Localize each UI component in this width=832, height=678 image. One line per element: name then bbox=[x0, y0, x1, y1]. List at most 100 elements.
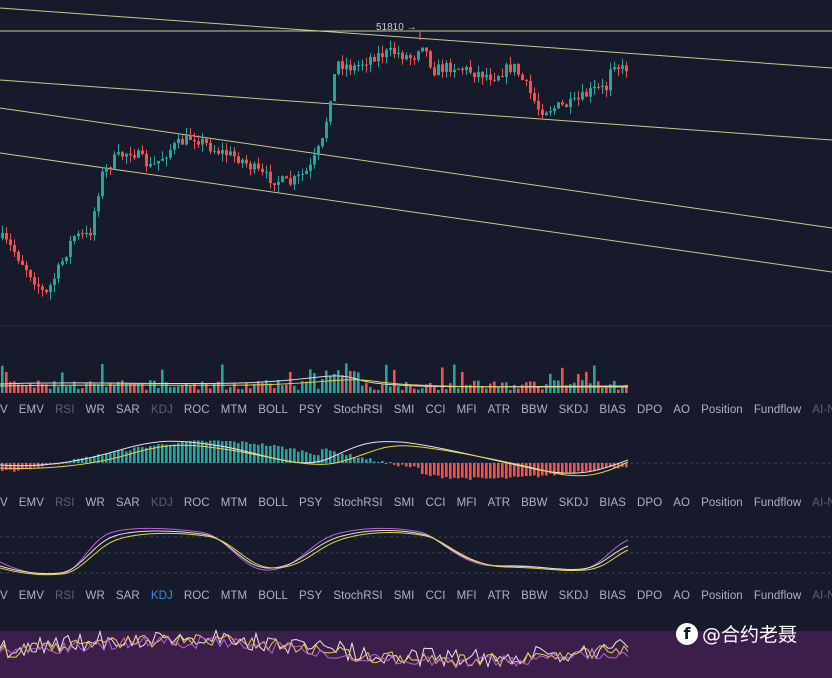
tab-atr[interactable]: ATR bbox=[487, 497, 511, 509]
candle-body bbox=[461, 68, 464, 71]
tab-atr[interactable]: ATR bbox=[487, 404, 511, 416]
tab-ai-netvol[interactable]: AI-NetVOL bbox=[812, 404, 832, 416]
tab-boll[interactable]: BOLL bbox=[258, 404, 288, 416]
candle-body bbox=[493, 79, 496, 81]
tab-sar[interactable]: SAR bbox=[115, 404, 140, 416]
candle-body bbox=[125, 153, 128, 157]
tab-bbw[interactable]: BBW bbox=[521, 497, 548, 509]
tab-rsi[interactable]: RSI bbox=[55, 404, 75, 416]
volume-bar bbox=[293, 385, 296, 393]
tab-dpo[interactable]: DPO bbox=[637, 590, 663, 602]
histogram-bar bbox=[297, 451, 300, 463]
tab-fundflow[interactable]: Fundflow bbox=[753, 590, 802, 602]
tab-atr[interactable]: ATR bbox=[487, 590, 511, 602]
tab-bbw[interactable]: BBW bbox=[521, 590, 548, 602]
candle-body bbox=[617, 67, 620, 69]
tab-smi[interactable]: SMI bbox=[393, 590, 415, 602]
histogram-bar bbox=[281, 446, 284, 463]
tab-psy[interactable]: PSY bbox=[299, 590, 323, 602]
tab-kdj[interactable]: KDJ bbox=[150, 404, 173, 416]
tab-smi[interactable]: SMI bbox=[393, 497, 415, 509]
tab-wr[interactable]: WR bbox=[85, 404, 105, 416]
tab-mfi[interactable]: MFI bbox=[456, 404, 477, 416]
tab-v[interactable]: V bbox=[0, 590, 8, 602]
tab-v[interactable]: V bbox=[0, 497, 8, 509]
tab-mtm[interactable]: MTM bbox=[220, 497, 248, 509]
tab-psy[interactable]: PSY bbox=[299, 497, 323, 509]
tab-rsi[interactable]: RSI bbox=[55, 497, 75, 509]
tab-boll[interactable]: BOLL bbox=[258, 497, 288, 509]
tab-fundflow[interactable]: Fundflow bbox=[753, 404, 802, 416]
tab-bias[interactable]: BIAS bbox=[599, 404, 627, 416]
tab-cci[interactable]: CCI bbox=[425, 590, 446, 602]
candle-body bbox=[25, 264, 28, 271]
tab-cci[interactable]: CCI bbox=[425, 497, 446, 509]
candle-body bbox=[141, 150, 144, 154]
tab-roc[interactable]: ROC bbox=[183, 404, 210, 416]
histogram-bar bbox=[517, 463, 520, 477]
volume-bar bbox=[153, 380, 156, 393]
histogram-bar bbox=[453, 463, 456, 478]
tab-kdj[interactable]: KDJ bbox=[150, 497, 173, 509]
tab-bias[interactable]: BIAS bbox=[599, 590, 627, 602]
volume-bar bbox=[245, 382, 248, 393]
tab-emv[interactable]: EMV bbox=[18, 590, 45, 602]
tab-smi[interactable]: SMI bbox=[393, 404, 415, 416]
volume-bar bbox=[301, 381, 304, 393]
tab-skdj[interactable]: SKDJ bbox=[558, 497, 589, 509]
histogram-bar bbox=[521, 463, 524, 477]
tab-fundflow[interactable]: Fundflow bbox=[753, 497, 802, 509]
tab-position[interactable]: Position bbox=[701, 404, 743, 416]
volume-bar bbox=[409, 385, 412, 393]
volume-bar bbox=[517, 388, 520, 393]
candle-body bbox=[601, 85, 604, 88]
tab-skdj[interactable]: SKDJ bbox=[558, 404, 589, 416]
volume-bar bbox=[377, 389, 380, 393]
tab-bbw[interactable]: BBW bbox=[521, 404, 548, 416]
tab-cci[interactable]: CCI bbox=[425, 404, 446, 416]
histogram-bar bbox=[393, 463, 396, 465]
volume-bar bbox=[397, 386, 400, 393]
tab-stochrsi[interactable]: StochRSI bbox=[333, 404, 383, 416]
volume-bar bbox=[333, 373, 336, 393]
histogram-bar bbox=[65, 462, 68, 464]
candle-body bbox=[185, 135, 188, 145]
tab-wr[interactable]: WR bbox=[85, 497, 105, 509]
tab-kdj[interactable]: KDJ bbox=[150, 590, 173, 602]
volume-bar bbox=[33, 387, 36, 393]
tab-boll[interactable]: BOLL bbox=[258, 590, 288, 602]
tab-v[interactable]: V bbox=[0, 404, 8, 416]
tab-stochrsi[interactable]: StochRSI bbox=[333, 590, 383, 602]
tab-ai-netvol[interactable]: AI-NetVOL bbox=[812, 590, 832, 602]
tab-mtm[interactable]: MTM bbox=[220, 590, 248, 602]
tab-wr[interactable]: WR bbox=[85, 590, 105, 602]
tab-dpo[interactable]: DPO bbox=[637, 497, 663, 509]
tab-emv[interactable]: EMV bbox=[18, 497, 45, 509]
volume-bar bbox=[157, 388, 160, 393]
tab-rsi[interactable]: RSI bbox=[55, 590, 75, 602]
tab-mfi[interactable]: MFI bbox=[456, 497, 477, 509]
tab-roc[interactable]: ROC bbox=[183, 497, 210, 509]
volume-bar bbox=[113, 384, 116, 393]
tab-ao[interactable]: AO bbox=[673, 404, 691, 416]
tab-sar[interactable]: SAR bbox=[115, 590, 140, 602]
tab-psy[interactable]: PSY bbox=[299, 404, 323, 416]
tab-emv[interactable]: EMV bbox=[18, 404, 45, 416]
tab-skdj[interactable]: SKDJ bbox=[558, 590, 589, 602]
tab-mfi[interactable]: MFI bbox=[456, 590, 477, 602]
tab-ao[interactable]: AO bbox=[673, 497, 691, 509]
tab-ai-netvol[interactable]: AI-NetVOL bbox=[812, 497, 832, 509]
candle-body bbox=[373, 57, 376, 62]
tab-bias[interactable]: BIAS bbox=[599, 497, 627, 509]
tab-roc[interactable]: ROC bbox=[183, 590, 210, 602]
tab-stochrsi[interactable]: StochRSI bbox=[333, 497, 383, 509]
tab-position[interactable]: Position bbox=[701, 497, 743, 509]
tab-ao[interactable]: AO bbox=[673, 590, 691, 602]
tab-sar[interactable]: SAR bbox=[115, 497, 140, 509]
volume-bar bbox=[617, 389, 620, 393]
volume-bar bbox=[41, 383, 44, 393]
tab-position[interactable]: Position bbox=[701, 590, 743, 602]
tab-mtm[interactable]: MTM bbox=[220, 404, 248, 416]
tab-dpo[interactable]: DPO bbox=[637, 404, 663, 416]
